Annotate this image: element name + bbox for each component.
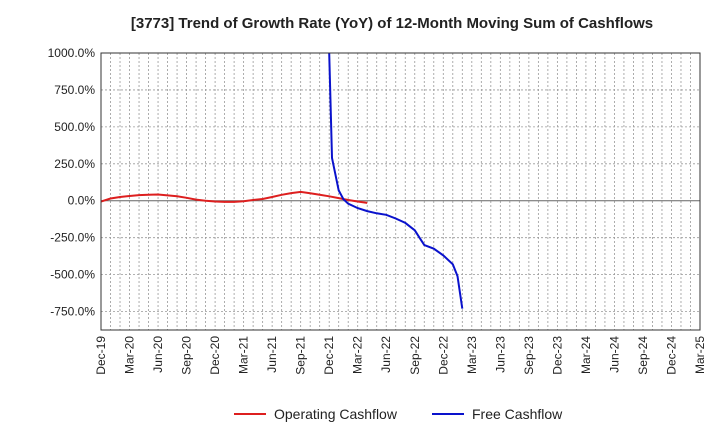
x-tick-label: Sep-20 <box>180 336 194 375</box>
x-tick-label: Sep-21 <box>294 336 308 375</box>
x-tick-label: Dec-23 <box>550 336 564 375</box>
x-tick-label: Sep-23 <box>522 336 536 375</box>
y-tick-label: 250.0% <box>54 157 95 171</box>
legend: Operating Cashflow Free Cashflow <box>234 406 563 422</box>
x-tick-label: Dec-22 <box>436 336 450 375</box>
y-tick-label: -250.0% <box>50 231 95 245</box>
y-tick-label: 0.0% <box>68 194 96 208</box>
plot-frame <box>100 52 701 331</box>
x-tick-label: Jun-24 <box>607 336 621 373</box>
y-tick-label: 750.0% <box>54 83 95 97</box>
x-tick-label: Dec-20 <box>208 336 222 375</box>
grid <box>101 52 700 330</box>
x-tick-label: Dec-19 <box>94 336 108 375</box>
x-tick-label: Sep-22 <box>408 336 422 375</box>
x-tick-label: Mar-24 <box>579 336 593 374</box>
x-tick-label: Mar-25 <box>693 336 707 374</box>
chart-title: [3773] Trend of Growth Rate (YoY) of 12-… <box>131 15 653 32</box>
legend-label: Operating Cashflow <box>274 406 398 422</box>
x-tick-label: Mar-22 <box>351 336 365 374</box>
x-axis-ticks: Dec-19 Mar-20 Jun-20 Sep-20 Dec-20 Mar-21 Jun-… <box>94 336 707 375</box>
x-tick-label: Mar-20 <box>123 336 137 374</box>
x-tick-label: Jun-22 <box>379 336 393 373</box>
y-axis-ticks: 1000.0% 750.0% 500.0% 250.0% 0.0% -250.0% -500… <box>48 46 96 319</box>
series-line-operating-cashflow <box>101 190 368 204</box>
x-tick-label: Dec-24 <box>664 336 678 375</box>
x-tick-label: Mar-21 <box>237 336 251 374</box>
legend-label: Free Cashflow <box>472 406 563 422</box>
x-tick-label: Sep-24 <box>636 336 650 375</box>
y-tick-label: -750.0% <box>50 305 95 319</box>
x-tick-label: Dec-21 <box>322 336 336 375</box>
x-tick-label: Jun-23 <box>493 336 507 373</box>
y-tick-label: -500.0% <box>50 268 95 282</box>
series-group <box>101 53 464 309</box>
x-tick-label: Jun-21 <box>265 336 279 373</box>
y-tick-label: 1000.0% <box>48 46 96 60</box>
y-tick-label: 500.0% <box>54 120 95 134</box>
series-line-free-cashflow <box>328 53 464 309</box>
x-tick-label: Mar-23 <box>465 336 479 374</box>
x-tick-label: Jun-20 <box>151 336 165 373</box>
